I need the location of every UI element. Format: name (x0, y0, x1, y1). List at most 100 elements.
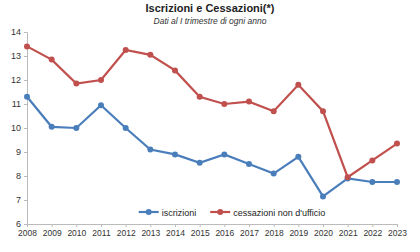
y-tick-mark (24, 176, 27, 177)
x-tick-label: 2023 (388, 228, 407, 238)
series-marker (271, 171, 277, 177)
series-marker (24, 43, 30, 49)
x-tick-label: 2019 (289, 228, 308, 238)
x-tick: 2015 (191, 224, 210, 238)
series-marker (246, 99, 252, 105)
subtitle: Dati al I trimestre di ogni anno (154, 16, 267, 26)
x-tick-mark (348, 224, 349, 227)
series-line (27, 97, 397, 197)
x-tick-label: 2016 (215, 228, 234, 238)
x-tick: 2016 (215, 224, 234, 238)
y-tick-label: 8 (16, 171, 21, 181)
y-tick-mark (24, 104, 27, 105)
x-tick-mark (224, 224, 225, 227)
x-tick-mark (274, 224, 275, 227)
x-tick: 2018 (265, 224, 284, 238)
legend-item: cessazioni non d'ufficio (210, 208, 325, 218)
y-tick-label: 12 (11, 75, 21, 85)
series-marker (172, 151, 178, 157)
x-tick-mark (249, 224, 250, 227)
series-marker (246, 161, 252, 167)
y-tick-mark (24, 32, 27, 33)
series-marker (24, 94, 30, 100)
x-tick-label: 2018 (265, 228, 284, 238)
x-tick-label: 2021 (339, 228, 358, 238)
y-axis-line (24, 33, 28, 225)
x-tick: 2022 (363, 224, 382, 238)
series-line (27, 46, 397, 177)
series-marker (271, 108, 277, 114)
x-tick-label: 2008 (18, 228, 37, 238)
series-marker (295, 82, 301, 88)
x-tick-mark (200, 224, 201, 227)
legend-label: cessazioni non d'ufficio (233, 208, 325, 218)
x-tick-mark (372, 224, 373, 227)
x-tick: 2019 (289, 224, 308, 238)
series-marker (123, 125, 129, 131)
x-tick-mark (126, 224, 127, 227)
x-tick-mark (76, 224, 77, 227)
series-marker (73, 125, 79, 131)
y-tick-mark (24, 128, 27, 129)
y-tick: 7 (16, 195, 27, 205)
y-tick-mark (24, 56, 27, 57)
legend-marker (146, 209, 152, 215)
y-axis: 67891011121314 (11, 27, 28, 229)
y-tick-label: 7 (16, 195, 21, 205)
x-tick-label: 2017 (240, 228, 259, 238)
series-marker (221, 151, 227, 157)
y-tick: 11 (12, 99, 27, 109)
series-marker (394, 141, 400, 147)
x-tick-label: 2010 (67, 228, 86, 238)
series-marker (147, 147, 153, 153)
x-axis: 2008 2009 2010 2011 2012 2013 2014 2015 2016 2017… (18, 224, 407, 238)
series-marker (394, 179, 400, 185)
x-tick-mark (27, 224, 28, 227)
series-marker (221, 101, 227, 107)
x-tick: 2013 (141, 224, 160, 238)
series-marker (147, 52, 153, 58)
x-tick-label: 2009 (43, 228, 62, 238)
y-tick-label: 14 (11, 27, 21, 37)
y-tick-mark (24, 224, 27, 225)
x-tick-mark (323, 224, 324, 227)
y-tick: 14 (11, 27, 27, 37)
x-tick-mark (175, 224, 176, 227)
y-tick-label: 9 (16, 147, 21, 157)
y-tick-mark (24, 200, 27, 201)
x-tick: 2021 (339, 224, 358, 238)
x-tick: 2010 (67, 224, 86, 238)
x-tick-label: 2020 (314, 228, 333, 238)
y-tick: 13 (11, 51, 27, 61)
x-tick-label: 2011 (92, 228, 111, 238)
y-tick-label: 10 (11, 123, 21, 133)
series-marker (98, 77, 104, 83)
series-marker (123, 47, 129, 53)
legend-item: iscrizioni (139, 208, 197, 218)
series-marker (49, 124, 55, 130)
legend-label: iscrizioni (162, 208, 197, 218)
series-marker (98, 102, 104, 108)
chart: Iscrizioni e Cessazioni(*) Dati al I trim… (0, 0, 420, 252)
x-tick: 2017 (240, 224, 259, 238)
y-tick-label: 11 (12, 99, 21, 109)
x-tick-mark (150, 224, 151, 227)
y-tick: 8 (16, 171, 27, 181)
x-tick-mark (52, 224, 53, 227)
series-marker (320, 193, 326, 199)
series-marker (172, 67, 178, 73)
series-marker (320, 108, 326, 114)
x-tick: 2012 (117, 224, 136, 238)
x-tick-label: 2014 (166, 228, 185, 238)
y-tick: 9 (16, 147, 27, 157)
x-tick-label: 2015 (191, 228, 210, 238)
x-tick: 2014 (166, 224, 185, 238)
title: Iscrizioni e Cessazioni(*) (146, 2, 275, 14)
y-tick: 12 (11, 75, 27, 85)
x-tick-mark (298, 224, 299, 227)
series-marker (73, 81, 79, 87)
series-marker (345, 174, 351, 180)
x-tick-label: 2013 (141, 228, 160, 238)
y-tick: 10 (11, 123, 27, 133)
x-axis-line (28, 225, 398, 228)
